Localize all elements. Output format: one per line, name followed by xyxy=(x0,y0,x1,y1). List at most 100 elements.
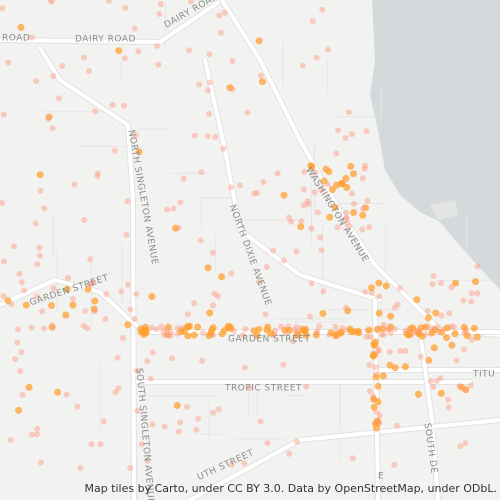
point xyxy=(438,328,446,336)
point xyxy=(421,324,428,331)
point xyxy=(100,418,107,425)
point xyxy=(405,331,413,339)
point xyxy=(215,406,222,413)
point xyxy=(242,326,249,333)
point xyxy=(33,293,40,300)
point xyxy=(16,270,23,277)
point xyxy=(0,111,7,118)
point xyxy=(373,326,381,333)
point xyxy=(460,323,468,331)
point xyxy=(195,415,202,422)
point xyxy=(84,285,92,293)
point xyxy=(148,293,156,300)
point xyxy=(37,187,44,194)
point xyxy=(228,461,235,468)
point xyxy=(313,54,320,61)
point xyxy=(380,321,387,328)
point xyxy=(260,179,267,185)
point xyxy=(226,84,234,92)
point xyxy=(149,421,156,428)
point xyxy=(462,386,470,394)
point xyxy=(131,25,138,32)
point xyxy=(327,329,335,337)
point xyxy=(469,336,476,343)
point xyxy=(92,108,99,115)
point xyxy=(445,396,452,403)
point xyxy=(21,287,28,294)
point xyxy=(456,383,463,390)
point xyxy=(187,0,194,5)
point xyxy=(314,209,321,216)
point xyxy=(375,348,382,355)
point xyxy=(370,403,378,411)
point xyxy=(445,404,452,411)
point xyxy=(121,55,128,62)
point xyxy=(429,325,436,332)
point xyxy=(87,281,94,288)
point xyxy=(372,364,379,371)
street-label: DAIRY ROAD xyxy=(75,35,136,45)
point xyxy=(138,441,145,448)
point xyxy=(424,314,432,322)
point xyxy=(124,321,132,329)
point xyxy=(207,79,213,86)
point xyxy=(50,73,57,80)
point xyxy=(161,332,168,339)
point xyxy=(301,328,309,335)
point xyxy=(443,324,451,332)
point xyxy=(228,270,235,277)
point xyxy=(345,109,352,116)
point xyxy=(473,333,481,341)
point xyxy=(39,308,45,315)
point xyxy=(463,332,471,340)
point xyxy=(418,332,426,340)
point xyxy=(305,201,312,208)
point xyxy=(82,308,89,314)
point xyxy=(134,407,141,414)
point xyxy=(364,197,371,204)
point xyxy=(359,226,366,233)
street-label: GARDEN STREET xyxy=(228,335,310,345)
point xyxy=(206,309,214,317)
point xyxy=(1,258,8,265)
point xyxy=(362,204,369,212)
point xyxy=(204,133,211,140)
point xyxy=(91,297,99,305)
point xyxy=(17,23,25,31)
point xyxy=(300,62,306,69)
point xyxy=(432,309,440,317)
point xyxy=(164,206,171,213)
point xyxy=(114,354,121,361)
point xyxy=(374,398,382,406)
point xyxy=(430,344,438,352)
point xyxy=(34,425,41,432)
point xyxy=(191,300,198,307)
point xyxy=(372,373,380,381)
point xyxy=(361,165,368,172)
point xyxy=(413,296,421,304)
point xyxy=(36,252,43,259)
point xyxy=(154,43,161,49)
point xyxy=(149,349,156,356)
point xyxy=(48,302,55,309)
point xyxy=(258,78,266,86)
point xyxy=(94,173,101,179)
point xyxy=(320,177,328,185)
point xyxy=(354,327,362,335)
point xyxy=(50,285,57,292)
point xyxy=(334,224,341,231)
point xyxy=(425,356,433,364)
point xyxy=(135,48,142,55)
point xyxy=(431,326,439,334)
point xyxy=(125,281,131,288)
point xyxy=(371,420,379,427)
point xyxy=(448,284,455,291)
point xyxy=(414,390,422,398)
point xyxy=(308,280,315,287)
point xyxy=(457,443,464,450)
point xyxy=(286,450,293,457)
point xyxy=(430,383,437,390)
point xyxy=(63,285,71,293)
point xyxy=(317,234,323,241)
